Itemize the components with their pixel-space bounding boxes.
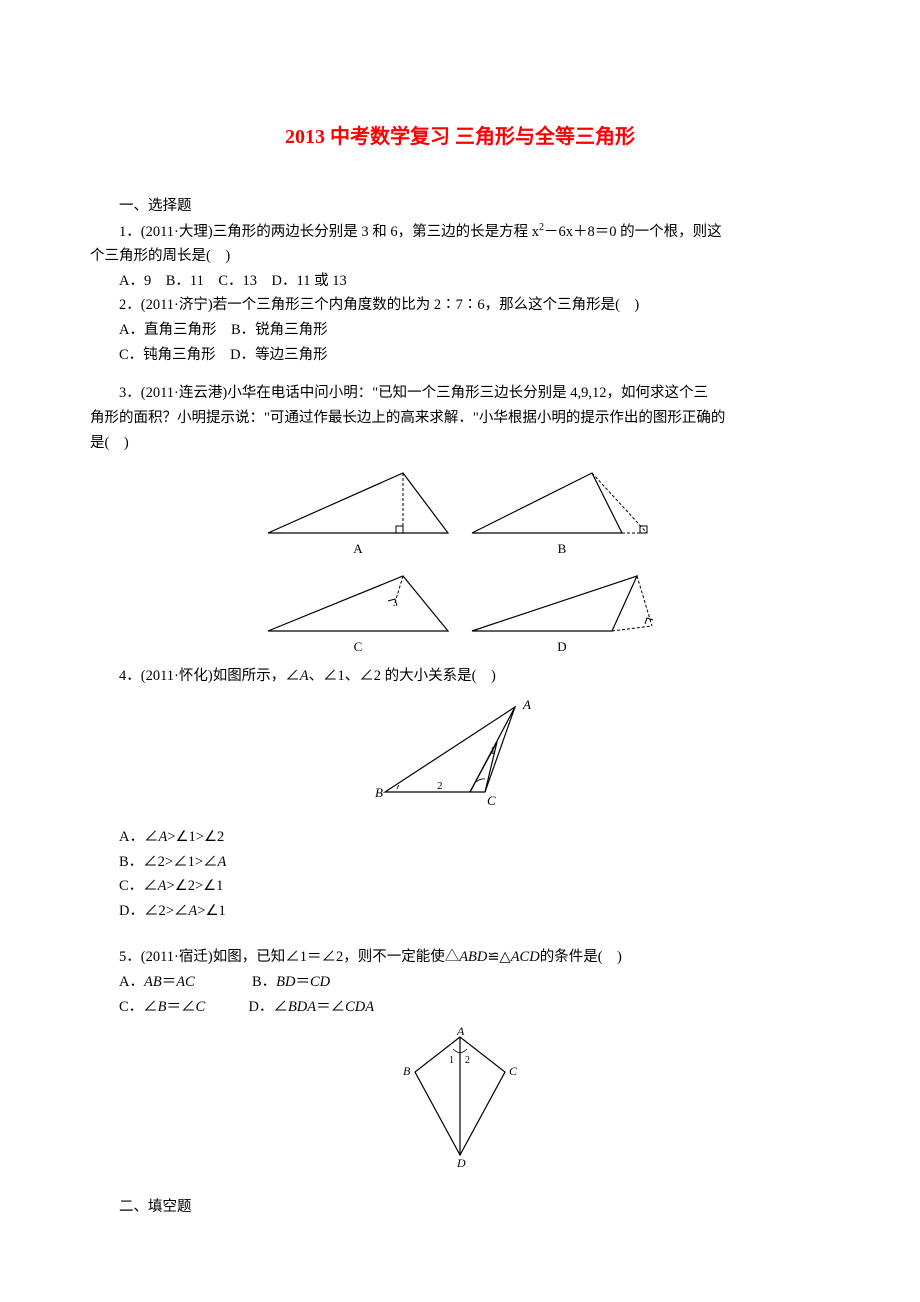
question-3-line3: 是( )	[90, 431, 830, 456]
q3-figure-row1: A B	[90, 463, 830, 558]
question-3-line1: 3．(2011·连云港)小华在电话中问小明："已知一个三角形三边长分别是 4,9…	[90, 381, 830, 406]
q5a-eq: ＝	[162, 974, 177, 990]
q5-opt-ab: A．AB＝AC B．BD＝CD	[119, 970, 830, 995]
q5-suf: 的条件是( )	[540, 949, 622, 965]
question-1-line1: 1．(2011·大理)三角形的两边长分别是 3 和 6，第三边的长是方程 x2－…	[90, 219, 830, 244]
q5c-l: C．∠	[119, 999, 158, 1015]
spacer	[90, 1175, 830, 1195]
q1-text-b: －6x＋8＝0 的一个根，则这	[544, 223, 722, 239]
q5b-l: B．	[252, 974, 276, 990]
spacer	[90, 923, 830, 945]
q4-opt-a: A．∠A>∠1>∠2	[119, 825, 830, 850]
q4b-p: B．∠2>∠1>∠	[119, 854, 218, 870]
q4-lblC: C	[487, 793, 496, 808]
kite-1: 1	[449, 1055, 454, 1066]
q5a-ab: AB	[144, 974, 162, 990]
q4d-a: A	[188, 903, 197, 919]
q5c-eq: ＝∠	[167, 999, 196, 1015]
question-3-line2: 角形的面积？小明提示说："可通过作最长边上的高来求解．"小华根据小明的提示作出的…	[90, 406, 830, 431]
q3-figure-a: A	[258, 463, 458, 558]
kite-b: B	[403, 1064, 411, 1078]
q4d-s: >∠1	[197, 903, 225, 919]
q5a-ac: AC	[176, 974, 195, 990]
q4c-a: A	[158, 878, 167, 894]
section-heading-2: 二、填空题	[90, 1195, 830, 1220]
q5-cong: ≌△	[487, 949, 510, 965]
question-2-options-ab: A．直角三角形 B．锐角三角形	[119, 318, 830, 343]
document-page: 2013 中考数学复习 三角形与全等三角形 一、选择题 1．(2011·大理)三…	[0, 0, 920, 1280]
q4a-a: A	[158, 829, 167, 845]
q5c-c: C	[196, 999, 206, 1015]
kite-c: C	[509, 1064, 518, 1078]
question-5-text: 5．(2011·宿迁)如图，已知∠1＝∠2，则不一定能使△ABD≌△ACD的条件…	[90, 945, 830, 970]
q4-lbl2: 2	[437, 780, 443, 792]
q3-figure-c: C	[258, 566, 458, 656]
q4-opt-b: B．∠2>∠1>∠A	[119, 850, 830, 875]
kite-2: 2	[465, 1055, 470, 1066]
q5b-bd: BD	[276, 974, 295, 990]
q5-opt-cd: C．∠B＝∠C D．∠BDA＝∠CDA	[119, 995, 830, 1020]
section-heading-1: 一、选择题	[90, 194, 830, 219]
q4-lblB: B	[375, 785, 383, 800]
q4-mid: 、∠1、∠2 的大小关系是( )	[309, 668, 496, 684]
q4-opt-c: C．∠A>∠2>∠1	[119, 874, 830, 899]
q3-figure-row2: C D	[90, 566, 830, 656]
q5d-eq: ＝∠	[316, 999, 345, 1015]
label-b: B	[557, 541, 566, 556]
question-2-text: 2．(2011·济宁)若一个三角形三个内角度数的比为 2∶7∶6，那么这个三角形…	[90, 293, 830, 318]
label-d: D	[557, 639, 566, 654]
q4a-p: A．∠	[119, 829, 158, 845]
q5-figure: A B C D 1 2	[90, 1027, 830, 1167]
q4-A: A	[300, 668, 309, 684]
q4-lblA: A	[522, 697, 531, 712]
label-a: A	[353, 541, 363, 556]
question-2-options-cd: C．钝角三角形 D．等边三角形	[119, 343, 830, 368]
question-1-options: A．9 B．11 C．13 D．11 或 13	[119, 269, 830, 294]
q5c-b: B	[158, 999, 167, 1015]
spacer	[90, 367, 830, 381]
q4c-p: C．∠	[119, 878, 158, 894]
kite-d: D	[456, 1156, 466, 1167]
q5d-bda: BDA	[288, 999, 316, 1015]
q4-lbl1: 1	[490, 745, 496, 757]
q3-figure-b: B	[462, 463, 662, 558]
q5a-l: A．	[119, 974, 144, 990]
q4d-p: D．∠2>∠	[119, 903, 188, 919]
q5-abd: ABD	[459, 949, 487, 965]
q5b-eq: ＝	[296, 974, 311, 990]
q5-p: 5．(2011·宿迁)如图，已知∠1＝∠2，则不一定能使△	[119, 949, 459, 965]
q5d-l: D．∠	[248, 999, 287, 1015]
page-title: 2013 中考数学复习 三角形与全等三角形	[90, 120, 830, 154]
kite-a: A	[456, 1027, 465, 1038]
question-4-text: 4．(2011·怀化)如图所示，∠A、∠1、∠2 的大小关系是( )	[90, 664, 830, 689]
q4-prefix: 4．(2011·怀化)如图所示，∠	[119, 668, 300, 684]
q4-figure: A B C 1 2	[90, 697, 830, 817]
q5-acd: ACD	[511, 949, 540, 965]
q5d-cda: CDA	[345, 999, 374, 1015]
question-1-line2: 个三角形的周长是( )	[90, 244, 830, 269]
q4a-s: >∠1>∠2	[167, 829, 224, 845]
q1-text-a: 1．(2011·大理)三角形的两边长分别是 3 和 6，第三边的长是方程 x	[119, 223, 539, 239]
q4b-a: A	[218, 854, 227, 870]
q5b-cd: CD	[310, 974, 330, 990]
q4-opt-d: D．∠2>∠A>∠1	[119, 899, 830, 924]
label-c: C	[354, 639, 363, 654]
q4c-s: >∠2>∠1	[167, 878, 224, 894]
q3-figure-d: D	[462, 566, 662, 656]
